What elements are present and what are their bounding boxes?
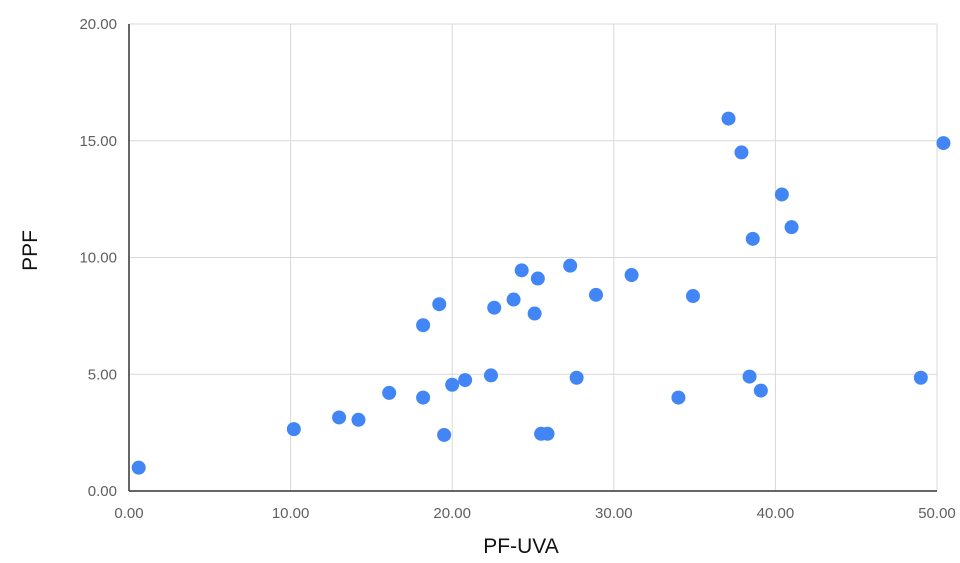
data-point (745, 231, 760, 246)
data-point (753, 383, 768, 398)
data-point (445, 377, 460, 392)
data-point (416, 318, 431, 333)
data-point (432, 297, 447, 312)
data-point (506, 292, 521, 307)
data-point (351, 412, 366, 427)
data-point (458, 373, 473, 388)
y-tick-label: 5.00 (88, 366, 117, 383)
y-tick-label: 20.00 (79, 16, 117, 33)
y-tick-label: 15.00 (79, 133, 117, 150)
data-point (530, 271, 545, 286)
data-point (624, 268, 639, 283)
data-point (483, 368, 498, 383)
data-point (734, 145, 749, 160)
data-point (784, 220, 799, 235)
data-point (563, 258, 578, 273)
data-point (437, 427, 452, 442)
y-tick-label: 10.00 (79, 250, 117, 267)
data-point (487, 300, 502, 315)
data-point (936, 136, 951, 151)
data-point (589, 287, 604, 302)
data-point (416, 390, 431, 405)
data-point (721, 111, 736, 126)
data-point (131, 460, 146, 475)
y-tick-label: 0.00 (88, 483, 117, 500)
data-point (742, 369, 757, 384)
data-point (382, 385, 397, 400)
data-point (527, 306, 542, 321)
data-point (913, 370, 928, 385)
data-point (569, 370, 584, 385)
tick-labels: 0.00 10.00 20.00 30.00 40.00 50.00 0.00 5.00 10.… (79, 16, 955, 522)
data-point (774, 187, 789, 202)
x-axis-title: PF-UVA (483, 535, 558, 558)
data-points (131, 111, 951, 475)
y-axis-title: PPF (19, 230, 42, 271)
grid (129, 23, 938, 491)
data-point (540, 426, 555, 441)
data-point (671, 390, 686, 405)
x-tick-label: 50.00 (918, 505, 956, 522)
data-point (332, 410, 347, 425)
data-point (685, 289, 700, 304)
data-point (514, 263, 529, 278)
x-tick-label: 0.00 (114, 505, 143, 522)
x-tick-label: 10.00 (272, 505, 310, 522)
x-tick-label: 40.00 (757, 505, 795, 522)
data-point (286, 422, 301, 437)
x-tick-label: 30.00 (595, 505, 633, 522)
x-tick-label: 20.00 (433, 505, 471, 522)
